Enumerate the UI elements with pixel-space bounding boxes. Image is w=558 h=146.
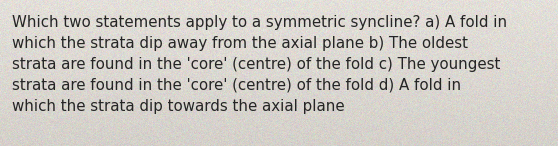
Text: Which two statements apply to a symmetric syncline? a) A fold in
which the strat: Which two statements apply to a symmetri…: [12, 15, 507, 114]
